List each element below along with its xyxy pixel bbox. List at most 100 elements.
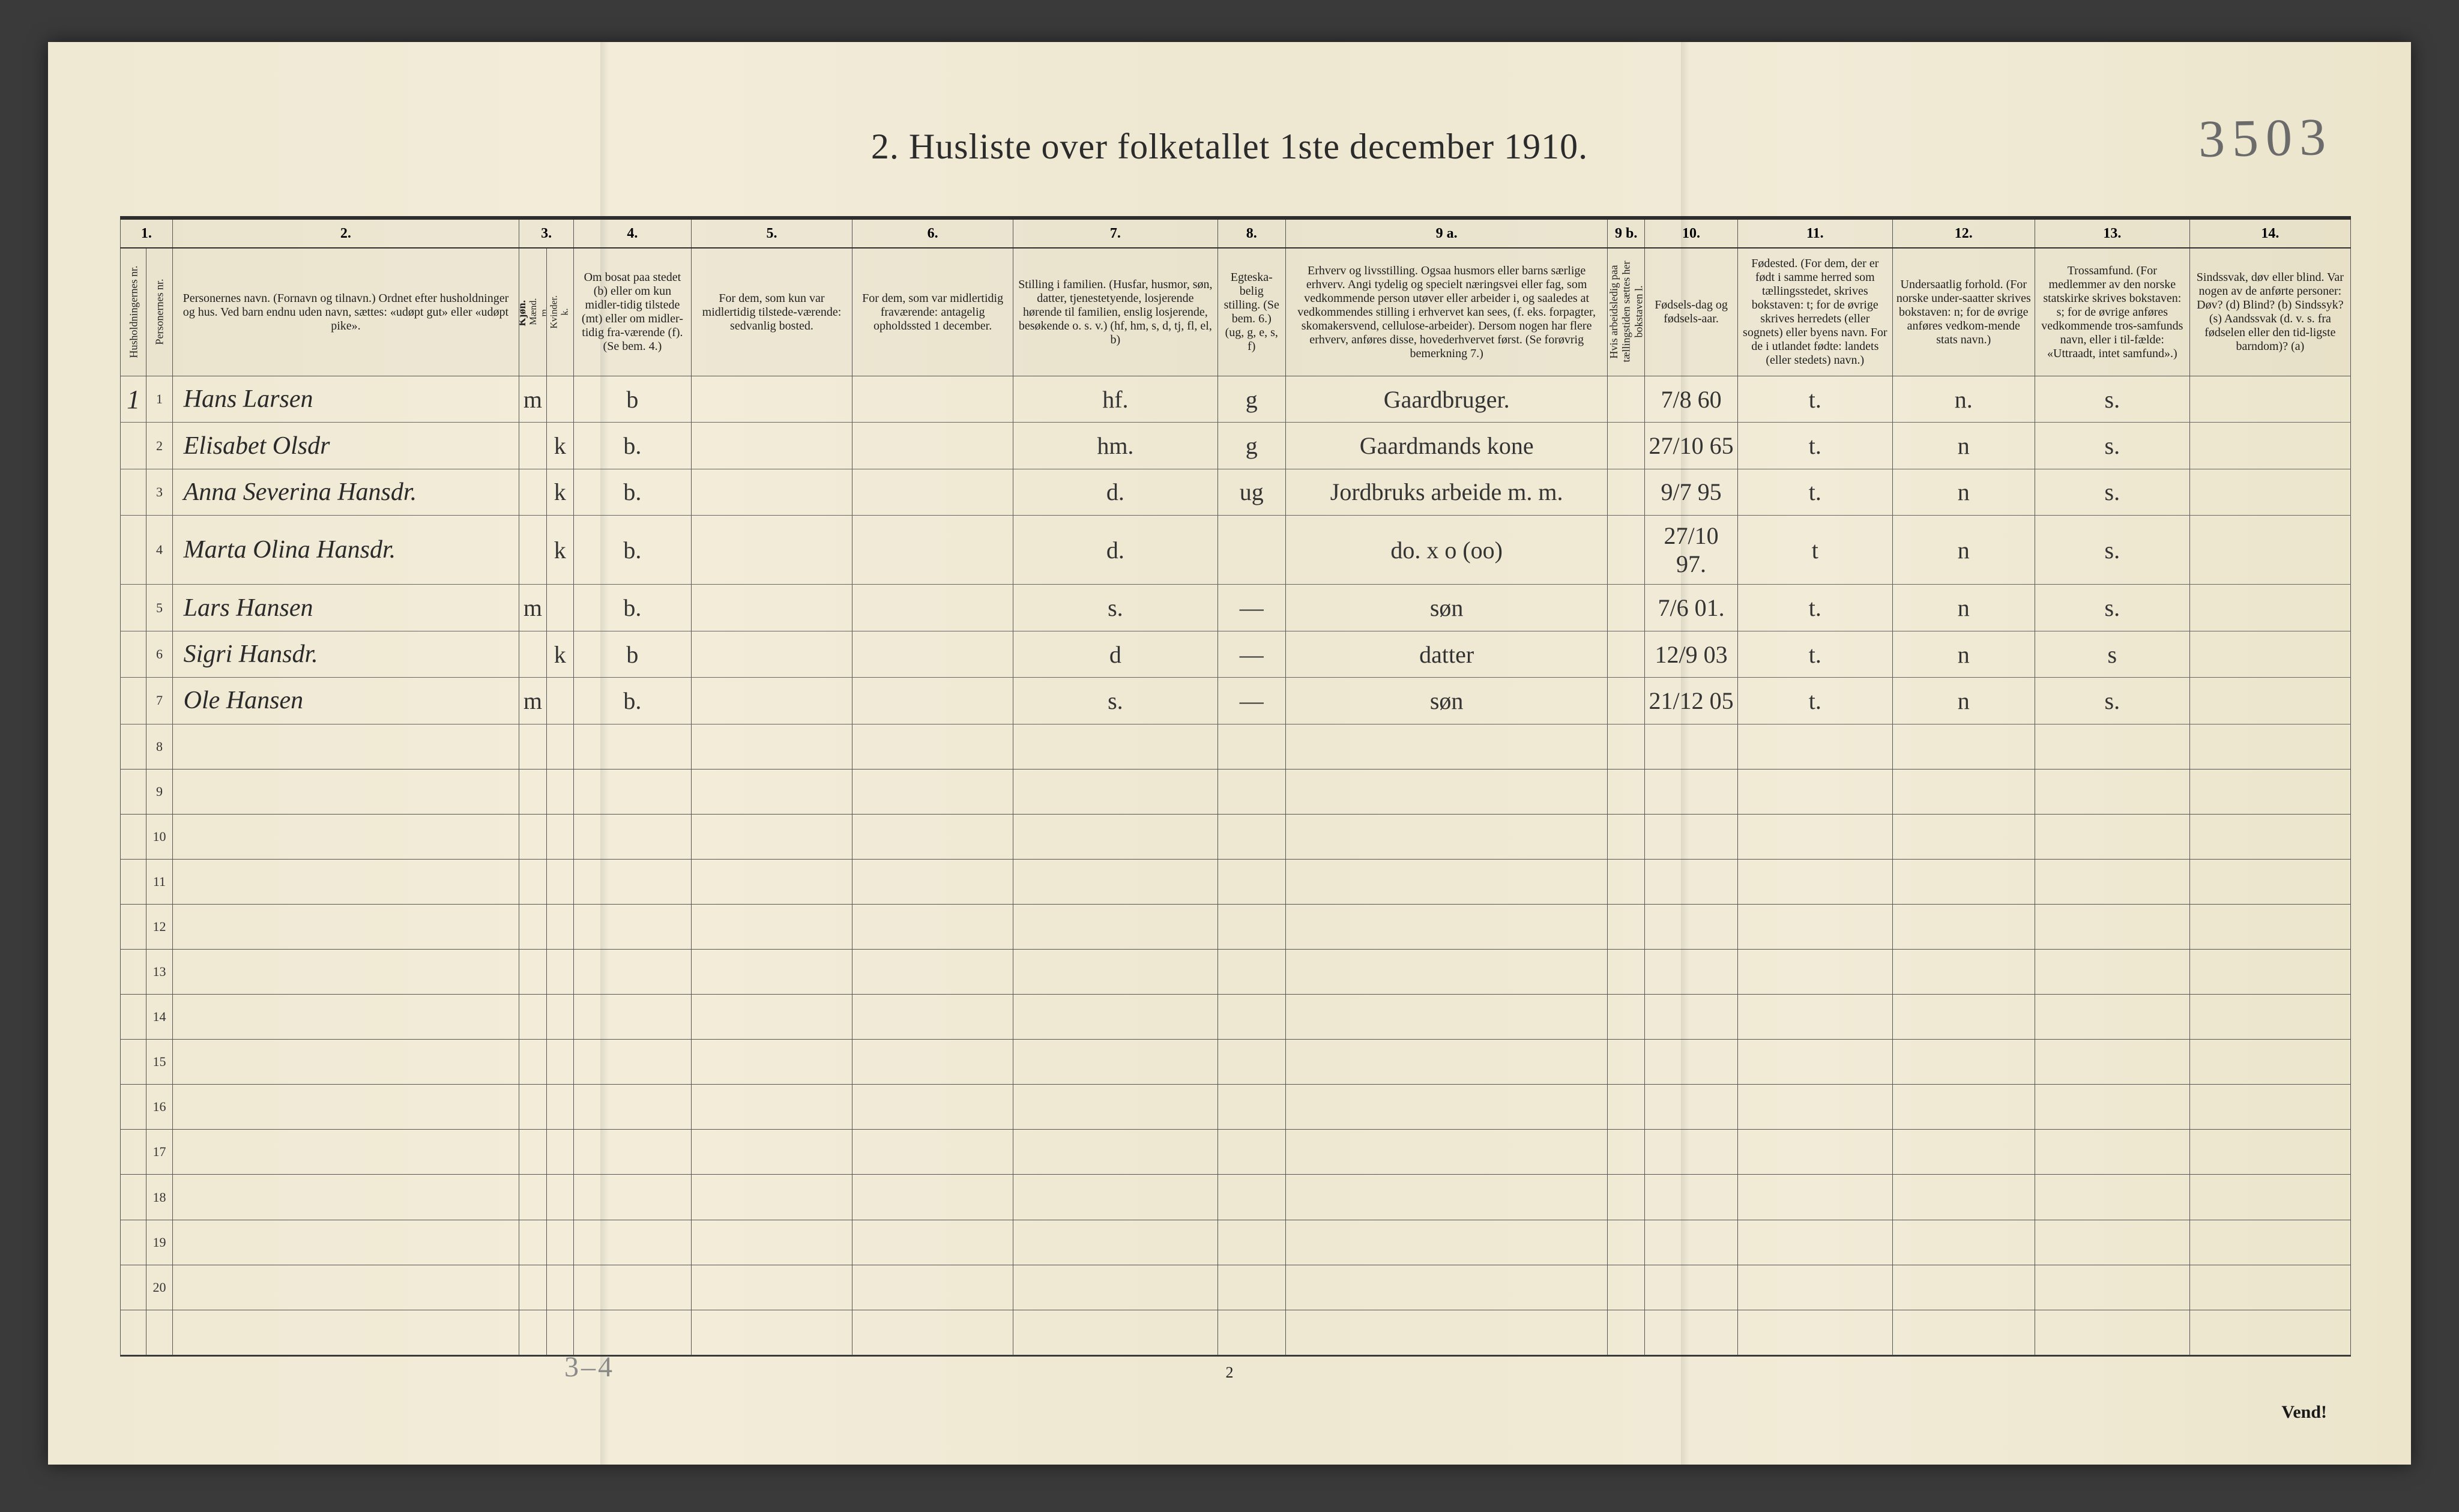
empty-cell [573, 1220, 691, 1265]
cell-egte: — [1217, 585, 1285, 631]
cell-navn: Elisabet Olsdr [172, 423, 519, 469]
empty-cell [2189, 1130, 2350, 1175]
empty-cell [852, 724, 1013, 769]
empty-cell [1285, 724, 1607, 769]
cell-kj-k: k [546, 423, 573, 469]
empty-cell [519, 995, 546, 1040]
empty-cell [2189, 1085, 2350, 1130]
empty-cell [146, 1310, 172, 1355]
empty-cell [1608, 1175, 1645, 1220]
empty-cell [121, 1040, 146, 1085]
cell-fsted: t. [1737, 469, 1892, 515]
cell-bosat: b. [573, 516, 691, 585]
cell-sinds [2189, 423, 2350, 469]
cell-sinds [2189, 585, 2350, 631]
hdr-fravaer: For dem, som var midlertidig fraværende:… [852, 248, 1013, 376]
empty-cell [172, 949, 519, 994]
empty-cell [573, 949, 691, 994]
hdr-arbledig: Hvis arbeidsledig paa tællingstiden sætt… [1608, 248, 1645, 376]
empty-cell [1217, 904, 1285, 949]
census-table: 1. 2. 3. 4. 5. 6. 7. 8. 9 a. 9 b. 10. 11… [120, 218, 2351, 1355]
cell-undersaat: n [1892, 678, 2035, 724]
cell-tros: s. [2035, 678, 2189, 724]
empty-cell [2189, 949, 2350, 994]
colnum-5: 5. [691, 219, 852, 248]
cell-tilstede [691, 631, 852, 677]
cell-persnr: 1 [146, 376, 172, 423]
empty-cell [1013, 769, 1217, 814]
table-row: 15 [121, 1040, 2351, 1085]
empty-cell [519, 859, 546, 904]
empty-cell [121, 1310, 146, 1355]
colnum-11: 11. [1737, 219, 1892, 248]
cell-arbledig [1608, 423, 1645, 469]
empty-cell [121, 1130, 146, 1175]
cell-tros: s. [2035, 376, 2189, 423]
empty-cell [1013, 1175, 1217, 1220]
empty-cell [1013, 1310, 1217, 1355]
cell-navn: Anna Severina Hansdr. [172, 469, 519, 515]
empty-cell [1645, 1265, 1738, 1310]
empty-cell [1737, 1175, 1892, 1220]
empty-cell [2035, 1085, 2189, 1130]
cell-persnr: 6 [146, 631, 172, 677]
table-row: 14 [121, 995, 2351, 1040]
empty-cell [546, 724, 573, 769]
colnum-8: 8. [1217, 219, 1285, 248]
empty-cell [172, 769, 519, 814]
empty-cell [2189, 1310, 2350, 1355]
empty-cell [1285, 1085, 1607, 1130]
empty-cell [2035, 1130, 2189, 1175]
empty-cell [121, 995, 146, 1040]
empty-cell [1645, 859, 1738, 904]
empty-cell [1892, 859, 2035, 904]
empty-cell [1608, 995, 1645, 1040]
empty-cell [852, 1130, 1013, 1175]
cell-husnr [121, 423, 146, 469]
empty-cell [1892, 724, 2035, 769]
empty-cell [852, 1265, 1013, 1310]
empty-cell [1892, 814, 2035, 859]
cell-persnr: 17 [146, 1130, 172, 1175]
cell-erhverv: søn [1285, 678, 1607, 724]
colnum-12: 12. [1892, 219, 2035, 248]
empty-cell [172, 1085, 519, 1130]
empty-cell [573, 1040, 691, 1085]
empty-cell [546, 995, 573, 1040]
empty-cell [121, 724, 146, 769]
empty-cell [1285, 949, 1607, 994]
colnum-3: 3. [519, 219, 574, 248]
empty-cell [1285, 1310, 1607, 1355]
cell-fdag: 27/10 97. [1645, 516, 1738, 585]
empty-cell [1013, 1265, 1217, 1310]
empty-cell [1892, 949, 2035, 994]
cell-stilling: s. [1013, 678, 1217, 724]
colnum-9a: 9 a. [1285, 219, 1607, 248]
cell-tilstede [691, 376, 852, 423]
cell-kj-k: k [546, 631, 573, 677]
cell-persnr: 3 [146, 469, 172, 515]
table-row: 13 [121, 949, 2351, 994]
cell-bosat: b. [573, 585, 691, 631]
empty-cell [172, 859, 519, 904]
empty-cell [1013, 724, 1217, 769]
empty-cell [691, 1085, 852, 1130]
empty-cell [1013, 949, 1217, 994]
hdr-tros: Trossamfund. (For medlemmer av den norsk… [2035, 248, 2189, 376]
empty-cell [1645, 724, 1738, 769]
cell-navn: Ole Hansen [172, 678, 519, 724]
cell-kj-k: k [546, 516, 573, 585]
empty-cell [852, 814, 1013, 859]
colnum-4: 4. [573, 219, 691, 248]
cell-undersaat: n [1892, 516, 2035, 585]
empty-cell [1608, 859, 1645, 904]
cell-egte: — [1217, 678, 1285, 724]
cell-fravaer [852, 423, 1013, 469]
cell-fsted: t. [1737, 376, 1892, 423]
cell-persnr: 4 [146, 516, 172, 585]
empty-cell [1285, 904, 1607, 949]
empty-cell [1217, 995, 1285, 1040]
cell-tros: s. [2035, 585, 2189, 631]
census-page: 2. Husliste over folketallet 1ste decemb… [48, 42, 2411, 1465]
cell-stilling: hf. [1013, 376, 1217, 423]
